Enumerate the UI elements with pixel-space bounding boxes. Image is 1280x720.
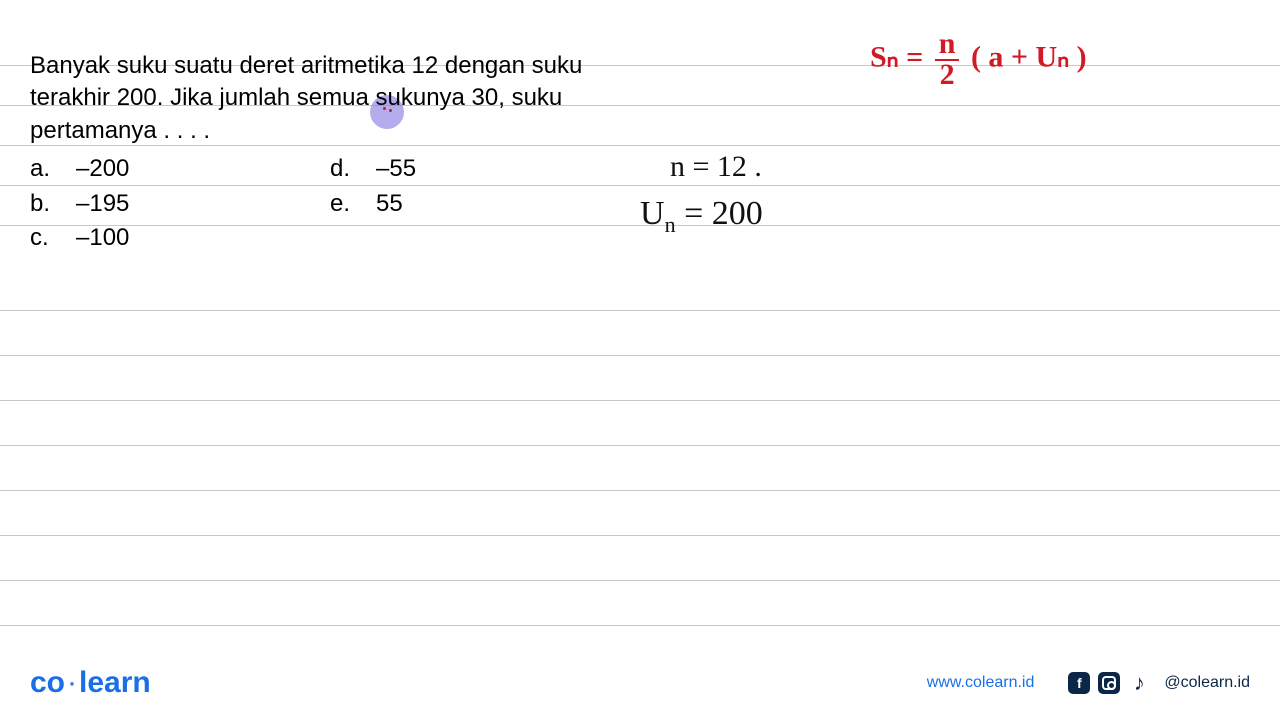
footer-right: www.colearn.id f ♪ @colearn.id: [927, 672, 1250, 694]
logo-left: co: [30, 666, 65, 699]
fraction-numerator: n: [935, 30, 960, 61]
formula-handwritten: Sₙ = n 2 ( a + Uₙ ): [870, 30, 1087, 89]
option-d: d. –55: [330, 153, 530, 185]
website-url: www.colearn.id: [927, 674, 1035, 692]
option-letter: a.: [30, 153, 58, 185]
un-prefix: U: [640, 195, 665, 232]
option-letter: b.: [30, 188, 58, 220]
option-value: –195: [76, 188, 129, 220]
option-letter: c.: [30, 222, 58, 254]
un-subscript: n: [665, 212, 676, 237]
options-grid: a. –200 d. –55 b. –195 e. 55 c. –100: [30, 153, 590, 254]
option-value: –200: [76, 153, 129, 185]
option-e: e. 55: [330, 188, 530, 220]
facebook-icon: f: [1068, 672, 1090, 694]
option-value: –55: [376, 153, 416, 185]
logo-right: learn: [79, 666, 151, 699]
question-text: Banyak suku suatu deret aritmetika 12 de…: [30, 50, 590, 147]
social-icons: f ♪: [1068, 672, 1150, 694]
option-value: 55: [376, 188, 403, 220]
option-a: a. –200: [30, 153, 330, 185]
instagram-icon: [1098, 672, 1120, 694]
option-letter: e.: [330, 188, 358, 220]
option-letter: d.: [330, 153, 358, 185]
social-handle: @colearn.id: [1164, 674, 1250, 692]
fraction: n 2: [935, 30, 960, 89]
footer: co·learn www.colearn.id f ♪ @colearn.id: [0, 666, 1280, 700]
formula-rhs: ( a + Uₙ ): [971, 40, 1087, 73]
logo-dot-icon: ·: [67, 666, 77, 699]
handwriting-un-equals: Un = 200: [640, 195, 763, 238]
option-b: b. –195: [30, 188, 330, 220]
option-value: –100: [76, 222, 129, 254]
option-c: c. –100: [30, 222, 330, 254]
question-block: Banyak suku suatu deret aritmetika 12 de…: [30, 50, 590, 254]
brand-logo: co·learn: [30, 666, 151, 700]
fraction-denominator: 2: [935, 61, 960, 90]
un-rest: = 200: [676, 195, 763, 232]
tiktok-icon: ♪: [1128, 672, 1150, 694]
formula-lhs: Sₙ: [870, 40, 899, 73]
handwriting-n-equals: n = 12 .: [670, 150, 762, 184]
equals-sign: =: [906, 40, 923, 73]
